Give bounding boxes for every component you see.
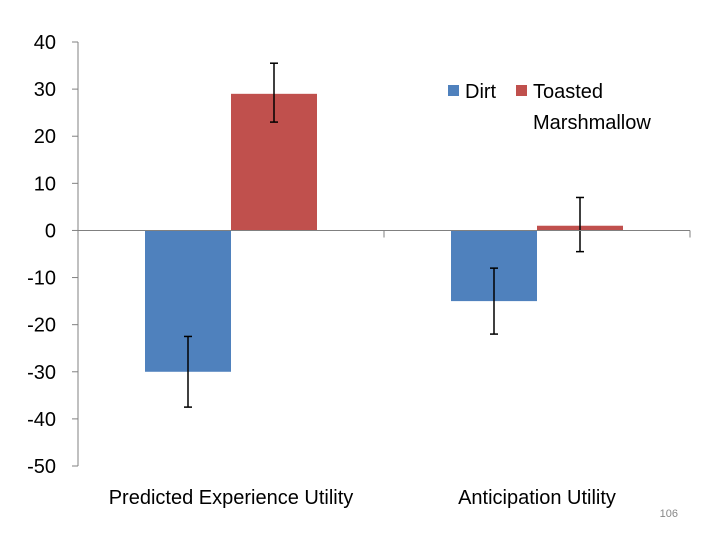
legend-label: Toasted — [533, 81, 603, 103]
y-tick-label: -50 — [27, 456, 56, 478]
y-tick-label: 20 — [34, 126, 56, 148]
x-category-label: Anticipation Utility — [458, 487, 616, 509]
y-tick-label: 10 — [34, 173, 56, 195]
x-axis — [77, 229, 691, 238]
slide-number: 106 — [659, 508, 678, 520]
category-labels: Predicted Experience Utility Anticipation… — [109, 487, 616, 509]
legend-swatch — [448, 85, 459, 96]
legend-label: Dirt — [465, 81, 497, 103]
legend-label: Marshmallow — [533, 112, 651, 134]
y-tick-label: -10 — [27, 268, 56, 290]
y-tick-label: -40 — [27, 409, 56, 431]
y-tick-label: 0 — [45, 220, 56, 242]
y-tick-label: 40 — [34, 32, 56, 54]
legend: Dirt Toasted Marshmallow — [448, 81, 651, 134]
y-tick-label: 30 — [34, 79, 56, 101]
y-tick-label: -30 — [27, 362, 56, 384]
y-axis: 40 30 20 10 0 -10 -20 -30 -40 -50 — [27, 32, 79, 478]
legend-swatch — [516, 85, 527, 96]
error-bars — [184, 62, 584, 408]
y-tick-label: -20 — [27, 315, 56, 337]
x-category-label: Predicted Experience Utility — [109, 487, 354, 509]
